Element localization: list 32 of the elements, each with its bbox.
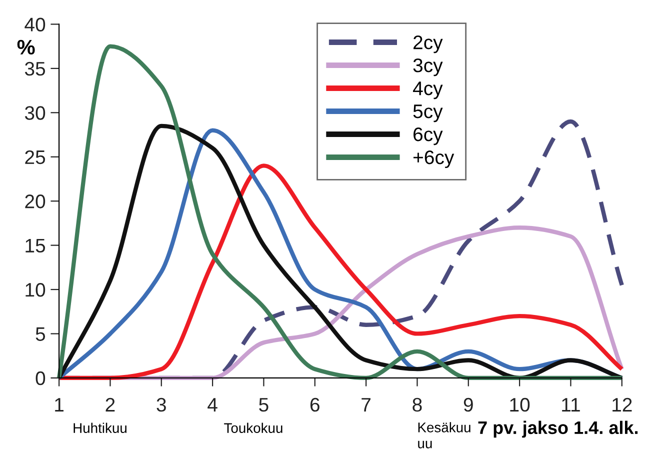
text: Huhtikuu xyxy=(74,422,126,433)
y-tick-label: 15 xyxy=(26,238,46,253)
y-tick-label: 25 xyxy=(25,150,46,164)
x-tick-label: 11 xyxy=(562,398,580,412)
x-tick-label: 10 xyxy=(510,398,530,412)
y-tick-label: 35 xyxy=(24,62,46,76)
legend-label: 2cy xyxy=(414,36,443,54)
x-tick-label: 2 xyxy=(106,398,115,412)
x-tick-label: 12 xyxy=(612,398,632,412)
x-tick-label: 4 xyxy=(208,398,218,412)
legend-label: 5cy xyxy=(413,104,443,122)
y-tick-label: 10 xyxy=(26,282,46,297)
x-tick-label: 6 xyxy=(310,398,320,412)
x-axis-title: 7 pv. jakso 1.4. alk. xyxy=(478,420,638,438)
text: Toukokuu xyxy=(224,422,282,433)
y-tick-label: 40 xyxy=(24,18,46,32)
x-tick-label: 7 xyxy=(362,398,370,412)
legend-label: +6cy xyxy=(413,150,454,168)
y-axis-title: % xyxy=(17,40,35,55)
x-tick-label: 5 xyxy=(259,398,268,412)
x-tick-label: 8 xyxy=(412,398,422,412)
legend-label: 6cy xyxy=(414,127,443,146)
y-tick-label: 5 xyxy=(36,327,46,341)
y-tick-label: 0 xyxy=(36,371,46,386)
text: Kesäkuu uu xyxy=(418,422,470,448)
y-tick-label: 30 xyxy=(24,106,46,120)
x-tick-label: 3 xyxy=(156,398,166,412)
x-tick-label: 1 xyxy=(55,398,64,412)
legend-label: 4cy xyxy=(412,82,443,100)
y-tick-label: 20 xyxy=(25,194,46,208)
x-tick-label: 9 xyxy=(464,398,473,412)
legend-label: 3cy xyxy=(413,58,443,76)
